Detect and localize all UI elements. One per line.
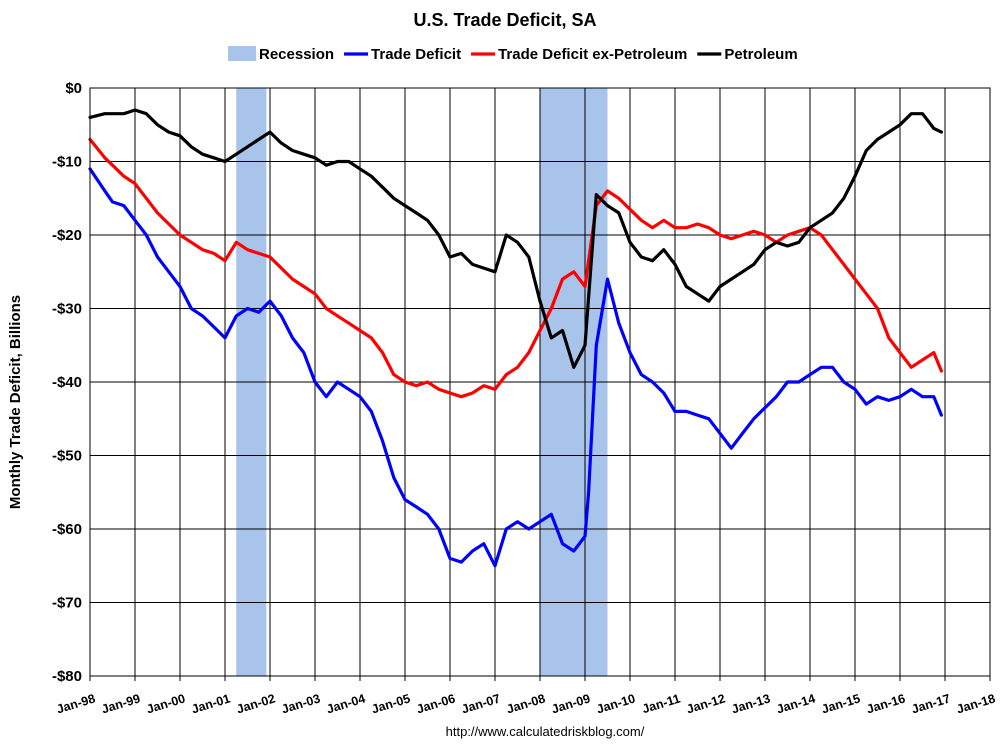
y-axis-label: Monthly Trade Deficit, Billions: [7, 295, 24, 509]
y-tick-label: -$60: [52, 521, 82, 538]
x-tick-label: Jan-05: [370, 691, 412, 716]
x-tick-label: Jan-14: [775, 691, 817, 716]
y-tick-label: -$10: [52, 154, 82, 171]
x-tick-label: Jan-99: [100, 691, 142, 716]
x-tick-label: Jan-06: [415, 691, 457, 716]
x-tick-labels: Jan-98 Jan-99 Jan-00 Jan-01 Jan-02 Jan-03 Jan-…: [55, 691, 997, 716]
y-tick-label: -$50: [52, 448, 82, 465]
x-tick-label: Jan-01: [190, 691, 232, 716]
y-tick-label: -$30: [52, 301, 82, 318]
petroleum-line: [88, 108, 944, 369]
legend-label: Trade Deficit ex-Petroleum: [498, 46, 687, 63]
x-tick-label: Jan-08: [505, 691, 547, 716]
source-url: http://www.calculatedriskblog.com/: [446, 724, 645, 739]
legend-label: Recession: [259, 46, 334, 63]
x-tick-label: Jan-02: [235, 691, 277, 716]
series-lines: [88, 108, 944, 568]
y-tick-labels: $0 -$10 -$20 -$30 -$40 -$50 -$60 -$70 -$80: [52, 80, 82, 685]
y-tick-label: -$20: [52, 227, 82, 244]
x-tick-label: Jan-12: [685, 691, 727, 716]
x-tick-label: Jan-09: [550, 691, 592, 716]
x-tick-label: Jan-04: [325, 691, 367, 716]
x-tick-label: Jan-16: [865, 691, 907, 716]
x-tick-label: Jan-10: [595, 691, 637, 716]
x-tick-label: Jan-11: [641, 691, 682, 716]
x-tick-label: Jan-17: [910, 691, 952, 716]
x-tick-label: Jan-98: [55, 691, 97, 716]
y-tick-label: -$80: [52, 668, 82, 685]
legend: Recession Trade Deficit Trade Deficit ex-P…: [228, 46, 798, 63]
y-tick-label: -$70: [52, 595, 82, 612]
x-tick-label: Jan-15: [820, 691, 862, 716]
y-tick-label: $0: [65, 80, 82, 97]
x-tick-label: Jan-03: [280, 691, 322, 716]
x-tick-label: Jan-00: [145, 691, 187, 716]
plot-frame: [89, 87, 991, 677]
legend-label: Trade Deficit: [371, 46, 461, 63]
x-tick-label: Jan-07: [460, 691, 502, 716]
trade-deficit-ex-petroleum-line: [88, 137, 944, 399]
trade-deficit-line: [88, 167, 944, 568]
x-tick-label: Jan-18: [955, 691, 997, 716]
legend-label: Petroleum: [724, 46, 797, 63]
legend-swatch-recession: [228, 46, 256, 61]
chart-title: U.S. Trade Deficit, SA: [413, 10, 596, 30]
y-tick-label: -$40: [52, 374, 82, 391]
x-tick-label: Jan-13: [730, 691, 772, 716]
